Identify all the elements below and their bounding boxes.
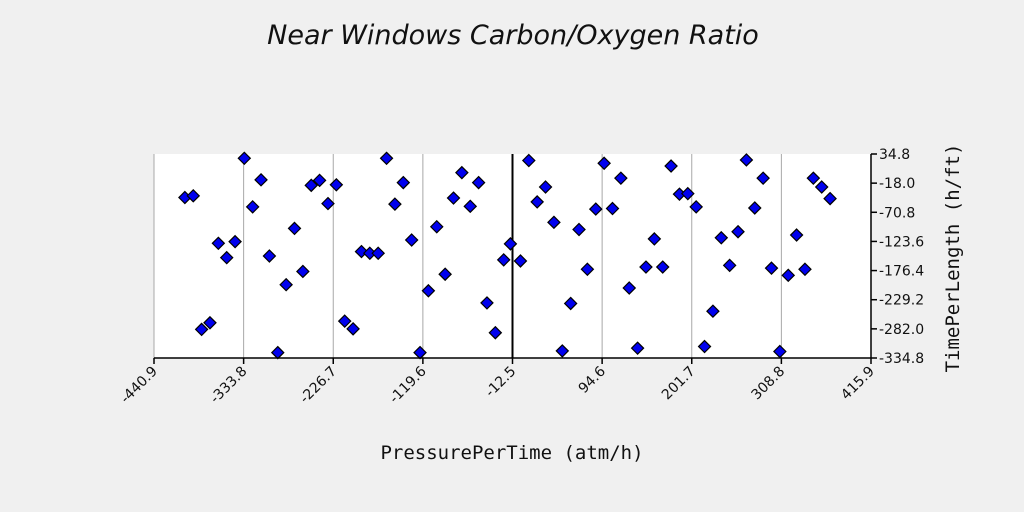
x-tick-label: -333.8 [207, 364, 250, 407]
data-point [697, 339, 712, 354]
data-point [446, 191, 461, 205]
y-tick-label: 34.8 [879, 147, 910, 163]
data-point [731, 224, 745, 239]
y-tick-label: -334.8 [879, 351, 924, 367]
data-point [722, 258, 737, 273]
x-tick-label: -12.5 [482, 364, 519, 401]
data-point [237, 151, 252, 166]
data-point [747, 201, 762, 215]
data-point [346, 322, 360, 336]
x-tick-label: 201.7 [659, 364, 699, 404]
data-point [429, 219, 444, 234]
data-point [622, 281, 637, 295]
data-point [572, 222, 586, 237]
data-point [471, 175, 486, 190]
y-tick-label: -176.4 [879, 264, 924, 280]
data-point [262, 249, 277, 263]
data-point [321, 196, 335, 211]
data-point [706, 304, 720, 319]
data-point [714, 230, 729, 245]
y-tick-label: -229.2 [879, 293, 924, 309]
data-point [806, 171, 821, 186]
data-point [555, 344, 570, 358]
data-point [396, 175, 411, 190]
data-point [630, 341, 645, 356]
data-point [211, 236, 226, 251]
data-point [580, 262, 595, 277]
data-point [438, 267, 452, 282]
data-point [480, 296, 494, 310]
data-point [563, 296, 578, 311]
data-point [296, 264, 310, 279]
data-point [639, 260, 653, 274]
data-point [312, 173, 327, 188]
x-tick-label: 415.9 [838, 364, 878, 404]
y-axis-label: TimePerLength (h/ft) [942, 144, 964, 373]
data-point [219, 250, 234, 265]
data-point [379, 151, 394, 166]
data-point [614, 171, 628, 186]
x-axis-ticks: -440.9 -333.8 -226.7 -119.6 -12.5 94.6 201.7 30… [118, 358, 878, 407]
data-point [597, 156, 611, 171]
data-point [521, 153, 536, 168]
data-point [304, 178, 319, 193]
data-point [404, 233, 419, 247]
data-point [739, 153, 754, 167]
data-point [789, 228, 804, 242]
data-point [203, 315, 217, 330]
x-tick-label: 94.6 [576, 363, 609, 396]
data-point [463, 199, 478, 214]
data-point [421, 283, 436, 298]
data-point [455, 165, 469, 180]
y-tick-label: -282.0 [879, 322, 924, 338]
data-point [503, 237, 518, 251]
x-tick-label: -226.7 [297, 364, 340, 407]
data-point [388, 197, 402, 211]
data-point [279, 277, 293, 292]
data-point [496, 253, 511, 267]
data-point [287, 221, 302, 236]
data-point [781, 268, 796, 283]
data-point [814, 180, 829, 194]
data-point [764, 261, 779, 275]
y-tick-label: -123.6 [879, 234, 924, 250]
data-point [823, 191, 837, 206]
data-point [798, 262, 812, 277]
x-tick-label: -119.6 [386, 363, 429, 406]
data-point [756, 171, 770, 186]
data-point [513, 254, 528, 268]
data-point [194, 322, 209, 337]
data-point [337, 314, 352, 328]
data-point [371, 246, 386, 261]
x-tick-label: -440.9 [118, 364, 161, 407]
y-tick-label: -18.0 [879, 176, 915, 192]
y-tick-label: -70.8 [879, 205, 915, 221]
data-point [254, 172, 268, 187]
data-point [488, 325, 503, 340]
data-point [228, 234, 242, 249]
data-point [588, 202, 603, 216]
data-point [647, 232, 662, 246]
data-point [329, 177, 344, 192]
x-tick-label: 308.8 [749, 364, 789, 404]
data-point [547, 215, 561, 230]
data-point [655, 260, 670, 274]
data-point [245, 200, 260, 214]
data-point [689, 200, 704, 214]
chart-title: Near Windows Carbon/Oxygen Ratio [267, 20, 759, 51]
data-point [664, 159, 678, 173]
data-point [680, 186, 695, 201]
y-axis-ticks: 34.8 -18.0 -70.8 -123.6 -176.4 -229.2 -282.0 -3… [871, 147, 924, 367]
data-point [605, 201, 620, 216]
x-axis-label: PressurePerTime (atm/h) [380, 442, 643, 464]
data-point [186, 188, 201, 203]
data-point [530, 195, 545, 209]
data-points [178, 151, 837, 360]
data-point [538, 180, 553, 194]
